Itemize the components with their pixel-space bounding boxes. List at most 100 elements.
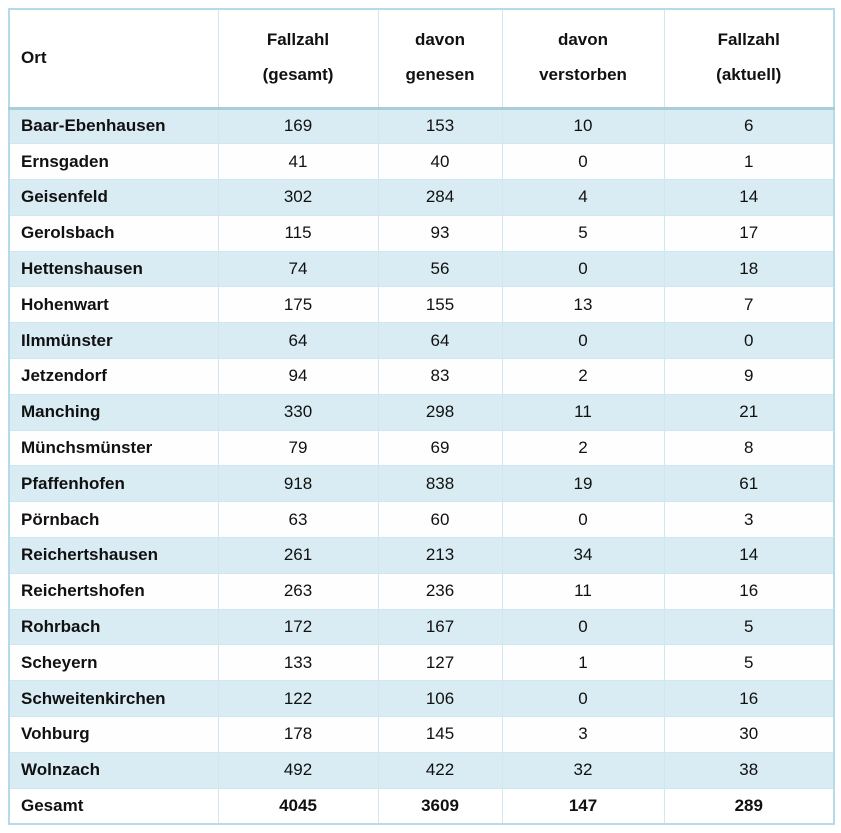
fallzahl-aktuell-cell: 38	[663, 751, 835, 789]
fallzahl-aktuell-cell: 61	[663, 465, 835, 503]
davon-verstorben-cell: 13	[501, 286, 665, 324]
davon-verstorben-cell: 0	[501, 680, 665, 718]
ort-cell: Münchsmünster	[8, 429, 219, 467]
fallzahl-gesamt-cell: 64	[217, 322, 379, 360]
fallzahl-aktuell-cell: 18	[663, 250, 835, 288]
fallzahl-gesamt-cell: 175	[217, 286, 379, 324]
ort-cell: Hohenwart	[8, 286, 219, 324]
davon-genesen-cell: 236	[377, 572, 503, 610]
ort-cell: Reichertshofen	[8, 572, 219, 610]
fallzahl-gesamt-cell: 122	[217, 680, 379, 718]
ort-cell: Manching	[8, 393, 219, 431]
table-header: Ort Fallzahl (gesamt) davon genesen davo…	[8, 8, 835, 110]
davon-genesen-cell: 155	[377, 286, 503, 324]
davon-verstorben-cell: 11	[501, 572, 665, 610]
ort-cell: Scheyern	[8, 644, 219, 682]
table-row: Wolnzach 492 422 32 38	[8, 751, 835, 789]
davon-genesen-cell: 40	[377, 143, 503, 181]
fallzahl-aktuell-cell: 7	[663, 286, 835, 324]
davon-genesen-cell: 83	[377, 358, 503, 395]
fallzahl-aktuell-cell: 16	[663, 572, 835, 610]
table-row: Manching 330 298 11 21	[8, 393, 835, 431]
fallzahl-gesamt-cell: 94	[217, 358, 379, 395]
davon-genesen-cell: 298	[377, 393, 503, 431]
davon-verstorben-cell: 147	[501, 787, 665, 825]
table-row: Schweitenkirchen 122 106 0 16	[8, 680, 835, 718]
davon-genesen-cell: 145	[377, 716, 503, 753]
davon-genesen-cell: 127	[377, 644, 503, 682]
fallzahl-aktuell-cell: 3	[663, 501, 835, 539]
fallzahl-aktuell-cell: 0	[663, 322, 835, 360]
ort-cell: Ernsgaden	[8, 143, 219, 181]
davon-verstorben-cell: 5	[501, 214, 665, 252]
fallzahl-aktuell-cell: 30	[663, 716, 835, 753]
davon-genesen-cell: 69	[377, 429, 503, 467]
davon-verstorben-cell: 32	[501, 751, 665, 789]
fallzahl-gesamt-cell: 492	[217, 751, 379, 789]
ort-cell: Reichertshausen	[8, 537, 219, 574]
fallzahl-gesamt-cell: 41	[217, 143, 379, 181]
total-row: Gesamt 4045 3609 147 289	[8, 787, 835, 825]
header-line1: davon	[414, 30, 466, 49]
table-row: Münchsmünster 79 69 2 8	[8, 429, 835, 467]
fallzahl-gesamt-cell: 330	[217, 393, 379, 431]
col-header-davon-genesen: davon genesen	[377, 8, 503, 110]
davon-genesen-cell: 838	[377, 465, 503, 503]
davon-genesen-cell: 106	[377, 680, 503, 718]
fallzahl-gesamt-cell: 918	[217, 465, 379, 503]
ort-cell: Wolnzach	[8, 751, 219, 789]
fallzahl-aktuell-cell: 289	[663, 787, 835, 825]
table-row: Hettenshausen 74 56 0 18	[8, 250, 835, 288]
header-line1: Fallzahl	[266, 30, 330, 49]
table-row: Baar-Ebenhausen 169 153 10 6	[8, 107, 835, 145]
fallzahl-aktuell-cell: 6	[663, 107, 835, 145]
fallzahl-aktuell-cell: 14	[663, 537, 835, 574]
ort-cell: Baar-Ebenhausen	[8, 107, 219, 145]
table-row: Scheyern 133 127 1 5	[8, 644, 835, 682]
davon-verstorben-cell: 0	[501, 501, 665, 539]
fallzahl-aktuell-cell: 17	[663, 214, 835, 252]
fallzahl-gesamt-cell: 74	[217, 250, 379, 288]
davon-genesen-cell: 284	[377, 179, 503, 216]
header-line2: (aktuell)	[716, 65, 782, 84]
header-line2: verstorben	[539, 65, 627, 84]
col-header-fallzahl-gesamt: Fallzahl (gesamt)	[217, 8, 379, 110]
ort-cell: Hettenshausen	[8, 250, 219, 288]
davon-verstorben-cell: 4	[501, 179, 665, 216]
ort-cell: Pörnbach	[8, 501, 219, 539]
ort-cell: Vohburg	[8, 716, 219, 753]
fallzahl-aktuell-cell: 5	[663, 644, 835, 682]
davon-genesen-cell: 153	[377, 107, 503, 145]
davon-verstorben-cell: 11	[501, 393, 665, 431]
fallzahl-gesamt-cell: 178	[217, 716, 379, 753]
ort-cell: Pfaffenhofen	[8, 465, 219, 503]
table-body: Baar-Ebenhausen 169 153 10 6 Ernsgaden 4…	[8, 107, 835, 825]
table-row: Reichertshausen 261 213 34 14	[8, 537, 835, 574]
covid-cases-table: Ort Fallzahl (gesamt) davon genesen davo…	[8, 8, 835, 825]
davon-verstorben-cell: 3	[501, 716, 665, 753]
ort-cell: Rohrbach	[8, 608, 219, 646]
col-header-fallzahl-aktuell: Fallzahl (aktuell)	[663, 8, 835, 110]
table-row: Ernsgaden 41 40 0 1	[8, 143, 835, 181]
table-row: Ilmmünster 64 64 0 0	[8, 322, 835, 360]
table-row: Pfaffenhofen 918 838 19 61	[8, 465, 835, 503]
fallzahl-gesamt-cell: 172	[217, 608, 379, 646]
fallzahl-aktuell-cell: 1	[663, 143, 835, 181]
davon-genesen-cell: 213	[377, 537, 503, 574]
davon-genesen-cell: 167	[377, 608, 503, 646]
davon-verstorben-cell: 0	[501, 143, 665, 181]
table-row: Rohrbach 172 167 0 5	[8, 608, 835, 646]
fallzahl-gesamt-cell: 63	[217, 501, 379, 539]
header-line1: Fallzahl	[717, 30, 780, 49]
col-header-ort: Ort	[8, 8, 219, 110]
fallzahl-gesamt-cell: 302	[217, 179, 379, 216]
davon-genesen-cell: 422	[377, 751, 503, 789]
davon-genesen-cell: 56	[377, 250, 503, 288]
table-row: Gerolsbach 115 93 5 17	[8, 214, 835, 252]
davon-genesen-cell: 64	[377, 322, 503, 360]
fallzahl-gesamt-cell: 261	[217, 537, 379, 574]
fallzahl-gesamt-cell: 79	[217, 429, 379, 467]
davon-verstorben-cell: 1	[501, 644, 665, 682]
covid-cases-table-container: Ort Fallzahl (gesamt) davon genesen davo…	[8, 8, 835, 825]
table-row: Vohburg 178 145 3 30	[8, 716, 835, 753]
